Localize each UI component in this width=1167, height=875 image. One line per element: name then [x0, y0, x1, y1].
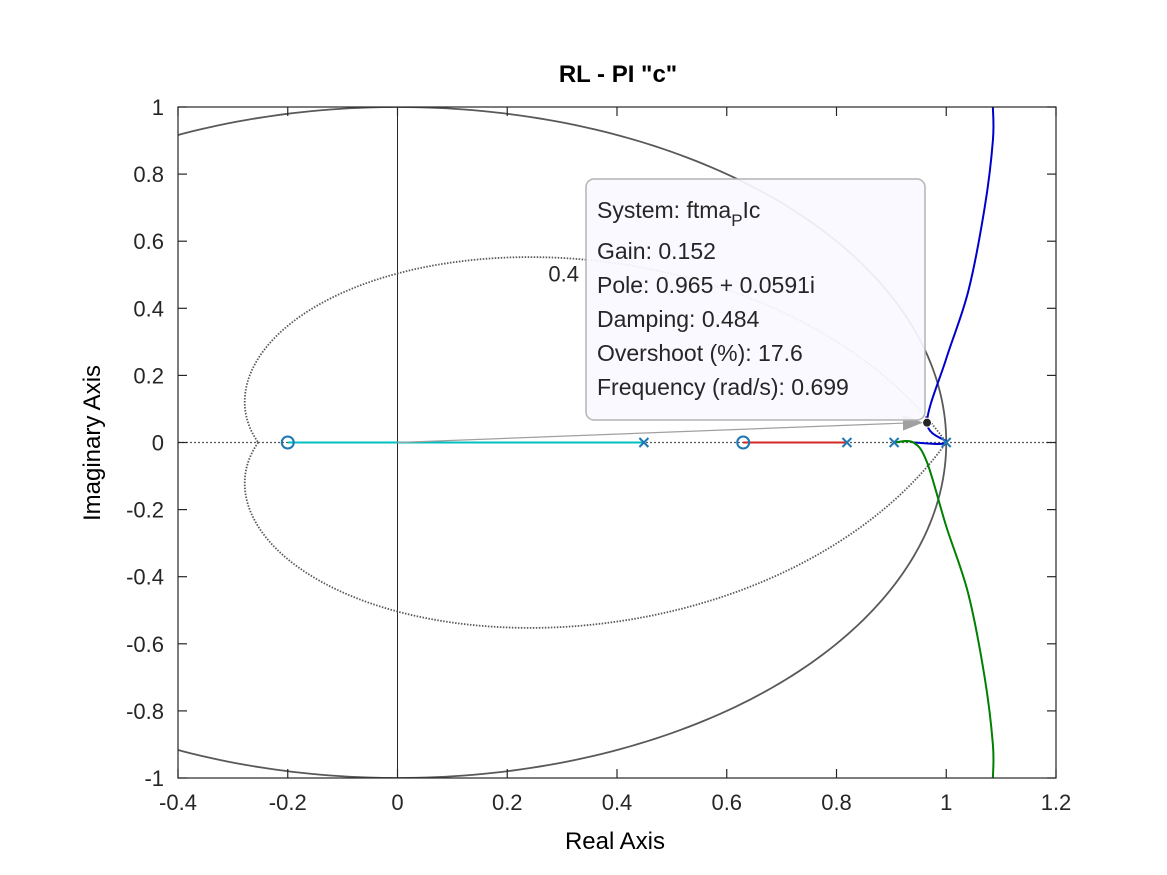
locus-branch-4 [894, 440, 995, 778]
y-tick-label: 0.4 [133, 296, 164, 321]
datatip-overshoot: Overshoot (%): 17.6 [597, 340, 803, 366]
y-tick-label: 0.8 [133, 162, 164, 187]
x-tick-label: -0.4 [159, 790, 197, 815]
x-tick-label: 1.2 [1041, 790, 1072, 815]
y-tick-label: 1 [152, 95, 164, 120]
x-tick-label: -0.2 [269, 790, 307, 815]
y-tick-label: -1 [144, 766, 164, 791]
y-tick-label: -0.8 [126, 699, 164, 724]
x-tick-label: 0.8 [821, 790, 852, 815]
pole-marker-4 [941, 437, 952, 448]
y-tick-label: 0.6 [133, 229, 164, 254]
unit-circle [178, 107, 948, 778]
zero-marker-2 [736, 435, 751, 450]
pole-marker-1 [638, 437, 650, 448]
y-axis-label: Imaginary Axis [79, 365, 106, 521]
y-tick-label: 0 [152, 431, 164, 456]
datatip-system: System: ftmaPIc [597, 197, 760, 230]
datatip-box [585, 178, 926, 421]
datatip-frequency: Frequency (rad/s): 0.699 [597, 374, 849, 400]
x-tick-label: 0.6 [711, 790, 742, 815]
datatip-point [922, 417, 933, 428]
x-tick-label: 0.4 [602, 790, 633, 815]
x-tick-label: 1 [940, 790, 952, 815]
y-tick-label: -0.4 [126, 565, 164, 590]
chart-title: RL - PI "c" [559, 61, 677, 88]
x-tick-label: 0 [391, 790, 403, 815]
y-tick-label: -0.6 [126, 632, 164, 657]
datatip[interactable]: System: ftmaPIc Gain: 0.152 Pole: 0.965 … [585, 178, 926, 421]
zero-marker-1 [280, 435, 295, 450]
damping-contour-label: 0.4 [548, 261, 579, 286]
plot-area: 0.4 [178, 107, 1056, 778]
datatip-damping: Damping: 0.484 [597, 306, 760, 332]
datatip-pole: Pole: 0.965 + 0.0591i [597, 272, 815, 298]
x-tick-label: 0.2 [492, 790, 523, 815]
y-tick-label: 0.2 [133, 363, 164, 388]
datatip-pointer-line [397, 422, 916, 444]
y-tick-label: -0.2 [126, 498, 164, 523]
pole-marker-3 [888, 437, 900, 448]
datatip-gain: Gain: 0.152 [597, 238, 716, 264]
x-axis-label: Real Axis [565, 828, 665, 855]
axes-layer: -0.4 -0.2 0 0.2 0.4 0.6 0.8 1 1.2 -1 -0.8 -0.6 -0.4 -… [126, 95, 1071, 815]
pole-marker-2 [841, 437, 853, 448]
